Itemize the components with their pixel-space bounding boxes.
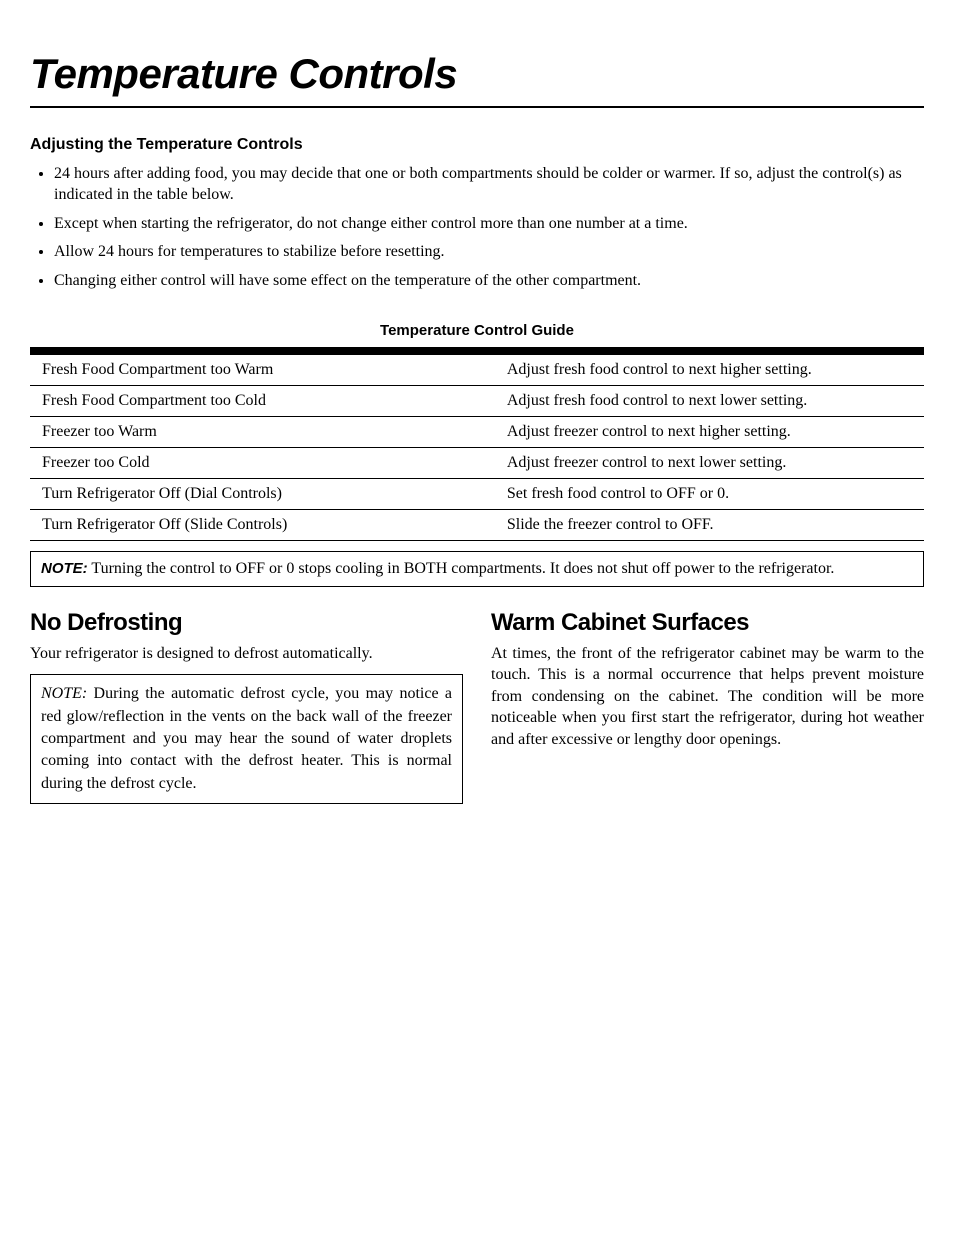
no-defrosting-para: Your refrigerator is designed to defrost… (30, 643, 463, 665)
note-box-main: NOTE: Turning the control to OFF or 0 st… (30, 551, 924, 587)
table-row: Fresh Food Compartment too Warm Adjust f… (30, 355, 924, 386)
table-cell-condition: Turn Refrigerator Off (Dial Controls) (30, 478, 495, 509)
defrost-note-box: NOTE: During the automatic defrost cycle… (30, 674, 463, 804)
temperature-control-table: Fresh Food Compartment too Warm Adjust f… (30, 347, 924, 541)
note-label: NOTE: (41, 685, 87, 702)
bullet-item: Changing either control will have some e… (54, 271, 924, 292)
table-cell-condition: Freezer too Cold (30, 447, 495, 478)
note-text: During the automatic defrost cycle, you … (41, 685, 452, 792)
no-defrosting-heading: No Defrosting (30, 609, 463, 637)
bullet-item: 24 hours after adding food, you may deci… (54, 164, 924, 206)
note-text: Turning the control to OFF or 0 stops co… (88, 560, 835, 577)
adjusting-bullets: 24 hours after adding food, you may deci… (30, 164, 924, 292)
document-page: Temperature Controls Adjusting the Tempe… (0, 0, 954, 1235)
table-cell-condition: Turn Refrigerator Off (Slide Controls) (30, 509, 495, 540)
table-cell-action: Adjust freezer control to next lower set… (495, 447, 924, 478)
table-cell-condition: Freezer too Warm (30, 416, 495, 447)
table-row: Fresh Food Compartment too Cold Adjust f… (30, 385, 924, 416)
bullet-item: Allow 24 hours for temperatures to stabi… (54, 242, 924, 263)
table-cell-action: Adjust fresh food control to next higher… (495, 355, 924, 386)
title-rule (30, 106, 924, 108)
table-row: Freezer too Warm Adjust freezer control … (30, 416, 924, 447)
table-title: Temperature Control Guide (30, 322, 924, 339)
table-cell-action: Adjust fresh food control to next lower … (495, 385, 924, 416)
adjusting-heading: Adjusting the Temperature Controls (30, 136, 924, 154)
note-label: NOTE: (41, 560, 88, 577)
table-cell-action: Adjust freezer control to next higher se… (495, 416, 924, 447)
two-column-section: No Defrosting Your refrigerator is desig… (30, 609, 924, 805)
table-cell-condition: Fresh Food Compartment too Warm (30, 355, 495, 386)
page-title: Temperature Controls (30, 50, 924, 98)
table-row: Freezer too Cold Adjust freezer control … (30, 447, 924, 478)
right-column: Warm Cabinet Surfaces At times, the fron… (491, 609, 924, 805)
table-row: Turn Refrigerator Off (Dial Controls) Se… (30, 478, 924, 509)
table-row: Turn Refrigerator Off (Slide Controls) S… (30, 509, 924, 540)
bullet-item: Except when starting the refrigerator, d… (54, 214, 924, 235)
table-cell-condition: Fresh Food Compartment too Cold (30, 385, 495, 416)
warm-cabinet-heading: Warm Cabinet Surfaces (491, 609, 924, 637)
table-cell-action: Set fresh food control to OFF or 0. (495, 478, 924, 509)
warm-cabinet-para: At times, the front of the refrigerator … (491, 643, 924, 751)
table-cell-action: Slide the freezer control to OFF. (495, 509, 924, 540)
table-header-bar (30, 347, 924, 355)
left-column: No Defrosting Your refrigerator is desig… (30, 609, 463, 805)
